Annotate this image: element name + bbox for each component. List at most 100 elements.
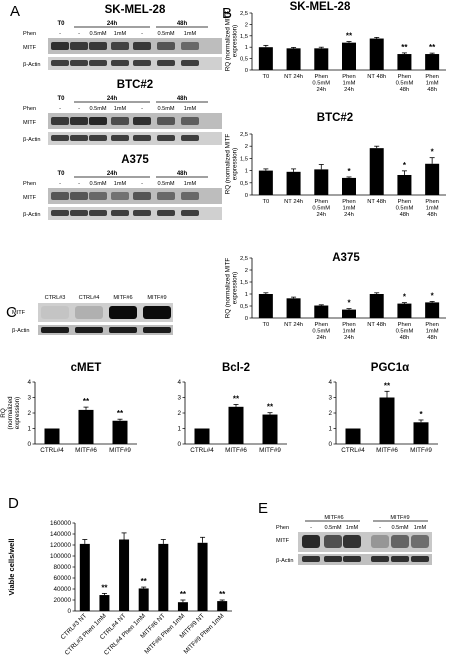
significance-label: **: [267, 403, 274, 412]
y-axis-label: RQ (normalized MITF: [225, 134, 232, 195]
x-tick-label: Phen: [342, 74, 356, 80]
phen-value: 1mM: [184, 31, 197, 37]
actin-band: [181, 60, 199, 66]
mitf-band: [89, 192, 107, 200]
mitf-band: [302, 535, 320, 548]
significance-label: *: [403, 161, 407, 170]
x-tick-label: Phen: [425, 199, 439, 205]
x-tick-label: CTRL#4: [341, 447, 365, 454]
y-tick-label: 4: [328, 379, 332, 386]
actin-band: [109, 327, 137, 333]
actin-band: [143, 327, 171, 333]
x-tick-label: CTRL#4: [40, 447, 64, 454]
time-label-t0: T0: [57, 171, 65, 177]
y-tick-label: 3: [328, 395, 332, 402]
bar: [369, 294, 384, 318]
bar: [112, 420, 128, 444]
bar: [99, 595, 110, 611]
bar: [369, 148, 384, 195]
actin-band: [157, 60, 175, 66]
actin-band: [157, 210, 175, 216]
actin-band: [111, 135, 129, 141]
y-tick-label: 3: [27, 395, 31, 402]
chart-cmet: cMET RQ (normalized expression) 0 1 2 3 4 CTRL#4 *…: [0, 362, 137, 454]
phen-value: 1mM: [114, 106, 127, 112]
panel-letter-a: A: [10, 3, 20, 20]
x-tick-label: CTRL#4: [190, 447, 214, 454]
y-tick-label: 2: [245, 22, 248, 28]
panel-letter-c: C: [6, 304, 17, 321]
phen-value: 1mM: [414, 525, 427, 531]
bar: [258, 170, 273, 195]
blot-title: SK-MEL-28: [105, 4, 166, 16]
y-tick-label: 1,5: [240, 280, 248, 286]
actin-band: [41, 327, 69, 333]
time-label-48h: 48h: [177, 21, 188, 27]
x-tick-label: 1mM: [426, 329, 439, 335]
x-tick-label: MITF#6: [225, 447, 247, 454]
mitf-band: [181, 42, 199, 50]
chart-a375: A375 RQ (normalized MITF expression) 0 0,5 1 1…: [225, 252, 446, 341]
x-tick-label: 24h: [316, 212, 326, 218]
bar: [78, 409, 94, 444]
bar: [197, 542, 208, 611]
actin-band: [70, 210, 88, 216]
western-blot-panel-c: CTRL#3 CTRL#4 MITF#6 MITF#9 MITF β-Actin: [12, 295, 173, 335]
actin-band: [133, 135, 151, 141]
bar: [397, 54, 412, 70]
x-tick-label: 48h: [427, 212, 437, 218]
y-tick-label: 1: [177, 426, 181, 433]
significance-label: *: [431, 148, 435, 157]
actin-band: [181, 210, 199, 216]
row-label-mitf: MITF: [276, 538, 290, 544]
y-tick-label: 2,5: [240, 256, 248, 262]
y-axis-label: expression): [14, 397, 21, 430]
mitf-band: [111, 117, 129, 125]
phen-value: -: [59, 106, 61, 112]
chart-bcl-2: Bcl-2 0 1 2 3 4 CTRL#4 ** MITF#6 ** MITF#9: [177, 362, 287, 454]
significance-label: **: [101, 583, 108, 592]
significance-label: **: [219, 590, 226, 599]
significance-label: *: [403, 293, 407, 302]
actin-band: [75, 327, 103, 333]
y-axis-label: RQ (normalized MITF: [225, 258, 232, 319]
x-tick-label: 48h: [400, 335, 410, 341]
y-tick-label: 1,5: [240, 156, 248, 162]
x-tick-label: T0: [262, 199, 269, 205]
actin-band: [371, 556, 389, 562]
significance-label: **: [233, 394, 240, 403]
row-label-mitf: MITF: [12, 310, 26, 316]
y-tick-label: 0: [328, 441, 332, 448]
phen-row-label: Phen: [276, 525, 289, 531]
x-tick-label: 0.5mM: [312, 329, 330, 335]
y-tick-label: 160000: [50, 520, 72, 527]
x-tick-label: NT 48h: [367, 199, 386, 205]
time-label-48h: 48h: [177, 96, 188, 102]
bar: [413, 422, 429, 444]
mitf-band: [89, 117, 107, 125]
y-tick-label: 4: [177, 379, 181, 386]
phen-value: 0.5mM: [89, 181, 106, 187]
actin-band: [181, 135, 199, 141]
x-tick-label: Phen: [315, 199, 329, 205]
actin-band: [89, 60, 107, 66]
mitf-band: [157, 117, 175, 125]
bar: [194, 428, 210, 444]
phen-value: -: [141, 106, 143, 112]
x-tick-label: Phen: [398, 322, 412, 328]
chart-title: Bcl-2: [222, 362, 250, 374]
actin-band: [70, 135, 88, 141]
mitf-band: [70, 42, 88, 50]
actin-band: [133, 210, 151, 216]
x-tick-label: 24h: [344, 212, 354, 218]
bar: [119, 539, 130, 611]
y-tick-label: 2: [245, 144, 248, 150]
actin-band: [51, 135, 69, 141]
y-tick-label: 0: [245, 316, 248, 322]
x-tick-label: 1mM: [343, 206, 356, 212]
bar: [44, 428, 60, 444]
chart-title: cMET: [71, 362, 102, 374]
mitf-band: [324, 535, 342, 548]
